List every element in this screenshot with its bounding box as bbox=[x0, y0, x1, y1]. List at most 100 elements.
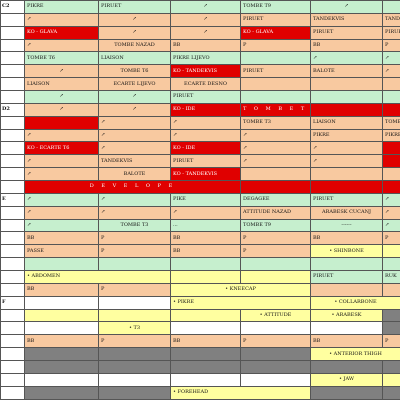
row-label bbox=[0, 154, 25, 169]
table-row: • JAW bbox=[0, 372, 400, 387]
table-cell bbox=[170, 347, 241, 362]
table-cell: ECARTE LIJEVO bbox=[98, 77, 171, 92]
table-cell: ↗ bbox=[24, 102, 99, 117]
table-cell: LIAISON bbox=[98, 51, 171, 66]
table-cell: ↗ bbox=[24, 167, 99, 182]
table-cell bbox=[240, 51, 311, 66]
row-label bbox=[0, 167, 25, 182]
table-cell: TOMBE T3 bbox=[240, 115, 311, 130]
table-row: ↗ ↗ ↗ ↗ PIKRE PIKRE bbox=[0, 128, 400, 143]
table-cell: ↗ bbox=[382, 205, 400, 220]
table-cell bbox=[310, 102, 383, 117]
table-cell: P bbox=[240, 334, 311, 349]
table-row: D2 ↗ ↗ KO - IDE T O M B E T bbox=[0, 102, 400, 117]
table-cell: ↗ bbox=[24, 12, 99, 27]
table-cell: PIKRE bbox=[382, 128, 400, 143]
table-cell: ↗ bbox=[170, 0, 241, 14]
table-cell: BALOTE bbox=[310, 64, 383, 79]
table-cell bbox=[382, 90, 400, 104]
table-cell bbox=[382, 308, 400, 323]
table-cell bbox=[240, 321, 311, 336]
table-cell: PIKE bbox=[170, 192, 241, 207]
table-cell bbox=[240, 270, 311, 284]
table-cell: PIRUET bbox=[240, 64, 311, 79]
table-cell: ------ bbox=[310, 218, 383, 233]
table-cell: RUK bbox=[382, 270, 400, 284]
table-cell: ↗ bbox=[382, 192, 400, 207]
table-cell bbox=[382, 167, 400, 182]
table-cell bbox=[310, 90, 383, 104]
table-cell: PIKRE LIJEVO bbox=[170, 51, 241, 66]
table-cell bbox=[24, 308, 99, 323]
table-cell: KO - IDE bbox=[170, 141, 241, 156]
row-label bbox=[0, 205, 25, 220]
table-cell: KO - TANDEKVIS bbox=[170, 167, 241, 182]
table-cell: P bbox=[382, 231, 400, 246]
table-row: BB P • KNEECAP bbox=[0, 282, 400, 297]
table-cell bbox=[240, 257, 311, 272]
row-label bbox=[0, 321, 25, 336]
table-cell: PASSE bbox=[24, 244, 99, 259]
row-label: C2 bbox=[0, 0, 25, 14]
table-cell: ... bbox=[170, 218, 241, 233]
table-cell: BB bbox=[24, 282, 99, 297]
table-cell: ↗ bbox=[98, 12, 171, 27]
table-row: ↗ ↗ PIRUET bbox=[0, 90, 400, 104]
table-cell: ↗ bbox=[382, 218, 400, 233]
table-cell: • ARABESK bbox=[310, 308, 383, 323]
table-row: ↗ ↗ ↗ ATTITUDE NAZAD ARABESK CUCANJ ↗ bbox=[0, 205, 400, 220]
table-row: BB P BB P BB P bbox=[0, 334, 400, 349]
table-cell bbox=[170, 360, 241, 374]
table-cell: • COLLARBONE bbox=[310, 295, 400, 310]
row-label bbox=[0, 308, 25, 323]
table-cell: P bbox=[240, 244, 311, 259]
table-cell bbox=[382, 257, 400, 272]
row-label bbox=[0, 141, 25, 156]
table-cell: LIAISON bbox=[310, 115, 383, 130]
table-cell: ↗ bbox=[98, 205, 171, 220]
table-cell: PIRUET bbox=[98, 0, 171, 14]
row-label bbox=[0, 360, 25, 374]
table-cell bbox=[310, 385, 383, 400]
table-row: KO - GLAVA↗↗KO - GLAVAPIRUETPIRUET bbox=[0, 25, 400, 40]
table-cell: TOMBE T9 bbox=[240, 0, 311, 14]
row-label bbox=[0, 218, 25, 233]
table-cell: ↗ bbox=[24, 38, 99, 53]
row-label bbox=[0, 38, 25, 53]
table-cell: • ATTITUDE bbox=[240, 308, 311, 323]
table-row: ↗ BALOTE KO - TANDEKVIS bbox=[0, 167, 400, 182]
table-cell: • T3 bbox=[98, 321, 171, 336]
table-row: ↗ TOMBE T6 KO - TANDEKVIS PIRUET BALOTE ↗ bbox=[0, 64, 400, 79]
table-cell bbox=[310, 180, 383, 194]
table-cell: KO - ECARTE T6 bbox=[24, 141, 99, 156]
table-cell: ↗ bbox=[240, 141, 311, 156]
table-cell: ↗ bbox=[310, 141, 383, 156]
table-cell: • ABDOMEN bbox=[24, 270, 171, 284]
table-cell bbox=[382, 372, 400, 387]
table-cell: PIRUET bbox=[240, 12, 311, 27]
table-cell: P bbox=[98, 334, 171, 349]
table-cell: TANDEKVIS bbox=[310, 12, 383, 27]
table-cell bbox=[24, 257, 99, 272]
table-cell bbox=[24, 115, 99, 130]
table-cell: P bbox=[382, 334, 400, 349]
table-cell bbox=[98, 347, 171, 362]
table-cell bbox=[98, 308, 171, 323]
table-cell: ↗ bbox=[24, 90, 99, 104]
table-cell bbox=[170, 257, 241, 272]
table-cell: TOMBE T6 bbox=[98, 64, 171, 79]
table-cell: P bbox=[98, 231, 171, 246]
table-cell bbox=[240, 90, 311, 104]
table-row: • ABDOMEN PIRUET RUK bbox=[0, 270, 400, 284]
table-cell bbox=[310, 77, 383, 92]
table-cell bbox=[382, 154, 400, 169]
table-cell: TOMBE NAZAD bbox=[98, 38, 171, 53]
table-cell bbox=[382, 385, 400, 400]
table-cell: BB bbox=[24, 334, 99, 349]
row-label bbox=[0, 244, 25, 259]
table-cell: BB bbox=[170, 38, 241, 53]
table-cell: ↗ bbox=[170, 12, 241, 27]
table-cell bbox=[240, 180, 311, 194]
table-row: • ATTITUDE • ARABESK bbox=[0, 308, 400, 323]
